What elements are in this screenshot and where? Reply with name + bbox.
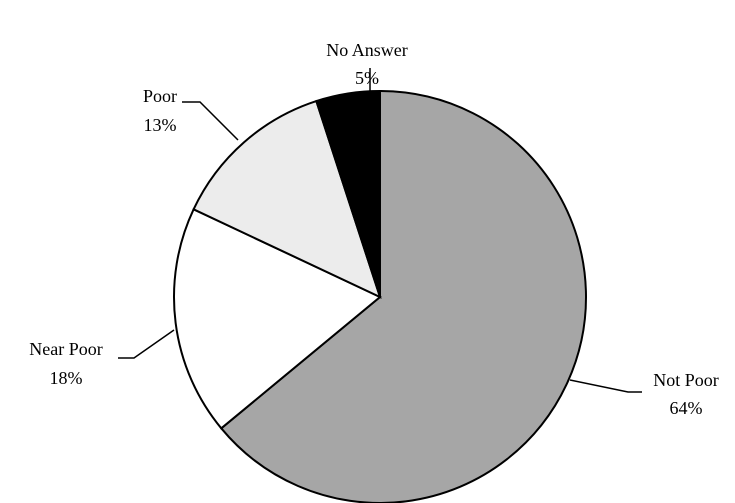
- leader-line: [118, 329, 175, 359]
- leader-line: [569, 379, 642, 393]
- slice-label: No Answer: [326, 40, 408, 60]
- slice-value-label: 5%: [355, 68, 379, 88]
- slice-label: Poor: [143, 86, 177, 106]
- slice-value-label: 13%: [144, 115, 177, 135]
- pie-slice: [219, 89, 587, 503]
- pie-slice: [315, 89, 381, 298]
- slice-label: Near Poor: [29, 339, 102, 359]
- leader-line: [182, 101, 239, 141]
- slice-value-label: 64%: [670, 398, 703, 418]
- slice-value-label: 18%: [50, 368, 83, 388]
- pie-slice: [173, 207, 382, 430]
- pie-slice: [192, 99, 382, 299]
- slice-label: Not Poor: [653, 370, 719, 390]
